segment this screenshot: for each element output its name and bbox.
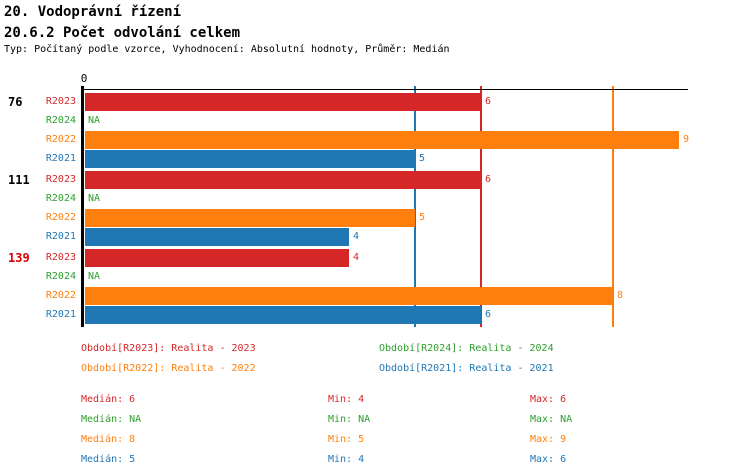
series-tick-R2021: R2021	[45, 309, 76, 320]
series-tick-R2022: R2022	[45, 290, 76, 301]
series-tick-R2023: R2023	[45, 252, 76, 263]
axis-origin-tick: 0	[80, 72, 88, 85]
series-tick-R2021: R2021	[45, 153, 76, 164]
median-line-R2023	[480, 86, 482, 327]
stat-min-R2022: Min: 5	[328, 434, 365, 445]
bar-R2022	[85, 209, 415, 227]
group-label: 139	[8, 251, 30, 265]
stat-min-R2021: Min: 4	[328, 454, 365, 465]
median-line-R2021	[414, 86, 416, 327]
series-tick-R2021: R2021	[45, 231, 76, 242]
stat-max-R2021: Max: 6	[530, 454, 567, 465]
stat-median-R2021: Medián: 5	[81, 454, 136, 465]
legend-item-R2023: Období[R2023]: Realita - 2023	[81, 343, 256, 354]
series-tick-R2024: R2024	[45, 115, 76, 126]
group-label: 76	[8, 95, 23, 109]
stat-max-R2022: Max: 9	[530, 434, 567, 445]
series-tick-R2024: R2024	[45, 193, 76, 204]
bar-value-R2021: 5	[419, 153, 426, 164]
bar-R2023	[85, 171, 481, 189]
series-tick-R2022: R2022	[45, 134, 76, 145]
stat-min-R2024: Min: NA	[328, 414, 371, 425]
series-tick-R2024: R2024	[45, 271, 76, 282]
chart-subtitle: Typ: Počítaný podle vzorce, Vyhodnocení:…	[4, 44, 450, 55]
bar-value-R2022: 8	[617, 290, 624, 301]
legend-item-R2022: Období[R2022]: Realita - 2022	[81, 363, 256, 374]
na-label-R2024: NA	[88, 115, 101, 126]
bar-R2023	[85, 93, 481, 111]
series-tick-R2022: R2022	[45, 212, 76, 223]
bar-R2021	[85, 228, 349, 246]
stat-median-R2022: Medián: 8	[81, 434, 136, 445]
legend-item-R2024: Období[R2024]: Realita - 2024	[379, 343, 554, 354]
stat-median-R2023: Medián: 6	[81, 394, 136, 405]
stat-max-R2024: Max: NA	[530, 414, 573, 425]
bar-value-R2023: 6	[485, 96, 492, 107]
stat-min-R2023: Min: 4	[328, 394, 365, 405]
na-label-R2024: NA	[88, 193, 101, 204]
stat-median-R2024: Medián: NA	[81, 414, 142, 425]
bar-R2022	[85, 131, 679, 149]
bar-R2023	[85, 249, 349, 267]
series-tick-R2023: R2023	[45, 96, 76, 107]
x-axis-line	[81, 89, 688, 90]
bar-value-R2022: 5	[419, 212, 426, 223]
y-axis-line	[81, 86, 84, 327]
chart-title: 20.6.2 Počet odvolání celkem	[4, 25, 241, 41]
bar-value-R2022: 9	[683, 134, 690, 145]
stat-max-R2023: Max: 6	[530, 394, 567, 405]
bar-R2021	[85, 306, 481, 324]
bar-R2022	[85, 287, 613, 305]
bar-value-R2023: 4	[353, 252, 360, 263]
legend-item-R2021: Období[R2021]: Realita - 2021	[379, 363, 554, 374]
na-label-R2024: NA	[88, 271, 101, 282]
bar-R2021	[85, 150, 415, 168]
page-title: 20. Vodoprávní řízení	[4, 4, 182, 20]
median-line-R2022	[612, 86, 614, 327]
bar-value-R2021: 4	[353, 231, 360, 242]
group-label: 111	[8, 173, 30, 187]
series-tick-R2023: R2023	[45, 174, 76, 185]
bar-value-R2023: 6	[485, 174, 492, 185]
bar-value-R2021: 6	[485, 309, 492, 320]
